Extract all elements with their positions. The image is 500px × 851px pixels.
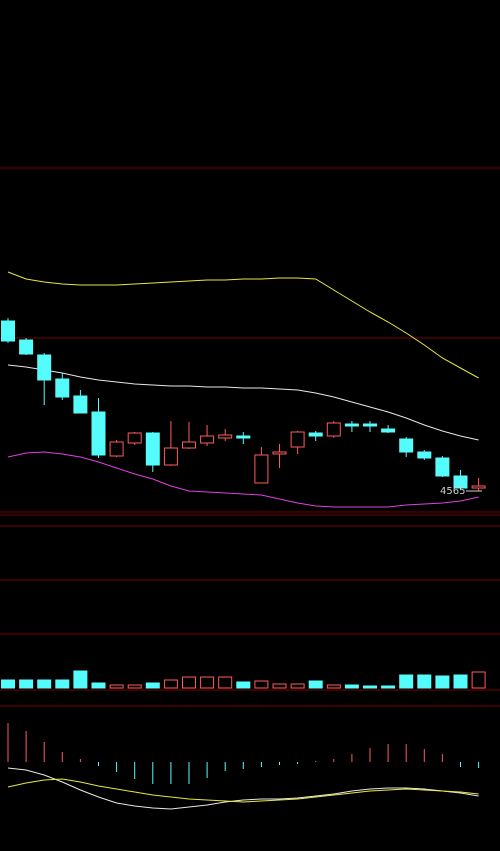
volume-bar bbox=[363, 685, 377, 689]
candle-body bbox=[363, 423, 377, 427]
volume-bar bbox=[55, 679, 70, 689]
candle-body bbox=[272, 451, 287, 455]
candle-body bbox=[417, 451, 432, 459]
candle-body bbox=[19, 339, 34, 355]
candle-body bbox=[381, 428, 396, 433]
candle-body bbox=[91, 411, 106, 456]
volume-bar bbox=[218, 676, 233, 689]
volume-bar bbox=[127, 684, 142, 689]
volume-bar bbox=[236, 681, 251, 689]
candle-body bbox=[109, 441, 124, 457]
candle-body bbox=[453, 475, 468, 489]
volume-bar bbox=[163, 679, 178, 689]
candle-body bbox=[471, 485, 486, 489]
volume-bar bbox=[254, 680, 269, 689]
candle-body bbox=[290, 431, 305, 448]
volume-bar bbox=[471, 671, 486, 689]
volume-bar bbox=[182, 676, 196, 689]
candle-body bbox=[326, 422, 341, 437]
volume-bar bbox=[435, 675, 450, 689]
volume-bar bbox=[19, 679, 34, 689]
candle-body bbox=[308, 432, 323, 437]
candle-body bbox=[127, 432, 142, 444]
candle-body bbox=[236, 435, 251, 439]
volume-bar bbox=[37, 679, 52, 689]
volume-bar bbox=[381, 685, 396, 689]
volume-bar bbox=[272, 683, 287, 689]
volume-bar bbox=[91, 682, 106, 689]
band-line bbox=[7, 271, 479, 379]
band-line bbox=[7, 451, 479, 508]
candle-body bbox=[1, 320, 15, 342]
volume-bar bbox=[73, 670, 88, 689]
volume-bar bbox=[290, 683, 305, 689]
volume-bar bbox=[145, 682, 160, 689]
candle-body bbox=[344, 423, 359, 427]
volume-bar bbox=[399, 674, 414, 689]
volume-bar bbox=[109, 684, 124, 689]
macd-line bbox=[7, 767, 479, 810]
candle-body bbox=[182, 441, 196, 449]
volume-bar bbox=[1, 679, 15, 689]
macd-line bbox=[7, 778, 479, 803]
candle-body bbox=[73, 395, 88, 414]
volume-bar bbox=[344, 684, 359, 689]
volume-bar bbox=[417, 674, 432, 689]
candle-body bbox=[435, 457, 450, 477]
volume-bar bbox=[308, 680, 323, 689]
candle-body bbox=[37, 354, 52, 381]
low-label: 4565 bbox=[440, 486, 465, 497]
candle-body bbox=[399, 438, 414, 453]
volume-bar bbox=[326, 684, 341, 689]
candle-body bbox=[218, 434, 233, 439]
volume-bar bbox=[200, 676, 215, 689]
candle-body bbox=[254, 454, 269, 484]
candle-body bbox=[145, 432, 160, 466]
candle-body bbox=[163, 447, 178, 466]
candle-body bbox=[200, 435, 215, 444]
band-line bbox=[7, 364, 479, 441]
volume-bar bbox=[453, 674, 468, 689]
candle-body bbox=[55, 378, 70, 398]
